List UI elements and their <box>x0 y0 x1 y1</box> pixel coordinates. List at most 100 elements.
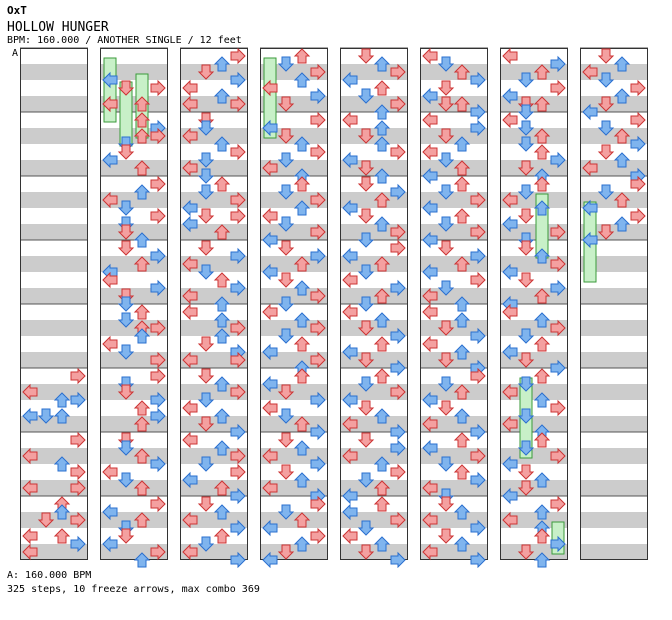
step-arrow <box>213 528 231 544</box>
step-arrow <box>453 136 471 152</box>
step-arrow <box>310 143 326 161</box>
step-arrow <box>310 455 326 473</box>
step-arrow <box>70 431 86 449</box>
beat-band <box>100 480 168 496</box>
step-arrow <box>102 503 118 521</box>
step-arrow <box>502 383 518 401</box>
step-arrow <box>422 287 438 305</box>
step-arrow <box>357 472 375 488</box>
step-arrow <box>150 367 166 385</box>
step-arrow <box>613 216 631 232</box>
step-arrow <box>357 544 375 560</box>
step-arrow <box>277 296 295 312</box>
step-arrow <box>470 447 486 465</box>
step-arrow <box>182 199 198 217</box>
step-arrow <box>213 328 231 344</box>
step-arrow <box>342 71 358 89</box>
step-arrow <box>550 279 566 297</box>
step-arrow <box>582 103 598 121</box>
step-arrow <box>390 223 406 241</box>
step-arrow <box>213 296 231 312</box>
step-arrow <box>597 96 615 112</box>
step-arrow <box>390 463 406 481</box>
step-arrow <box>373 168 391 184</box>
step-arrow <box>342 343 358 361</box>
step-arrow <box>117 384 135 400</box>
step-arrow <box>470 223 486 241</box>
step-arrow <box>70 463 86 481</box>
step-arrow <box>182 399 198 417</box>
column-border <box>500 48 568 560</box>
step-arrow <box>373 56 391 72</box>
step-arrow <box>53 528 71 544</box>
step-arrow <box>293 440 311 456</box>
step-arrow <box>453 384 471 400</box>
column-border <box>260 48 328 560</box>
step-arrow <box>310 351 326 369</box>
step-arrow <box>502 487 518 505</box>
step-arrow <box>517 136 535 152</box>
step-arrow <box>213 408 231 424</box>
step-arrow <box>310 391 326 409</box>
step-arrow <box>37 408 55 424</box>
beat-band <box>580 480 648 496</box>
step-arrow <box>230 247 246 265</box>
step-arrow <box>182 431 198 449</box>
step-arrow <box>213 56 231 72</box>
step-arrow <box>357 296 375 312</box>
beat-band <box>20 160 88 176</box>
step-arrow <box>550 79 566 97</box>
step-arrow <box>150 175 166 193</box>
step-arrow <box>470 271 486 289</box>
step-arrow <box>293 512 311 528</box>
step-arrow <box>133 184 151 200</box>
step-arrow <box>470 423 486 441</box>
step-arrow <box>422 231 438 249</box>
step-arrow <box>213 88 231 104</box>
step-arrow <box>197 168 215 184</box>
freeze-arrow <box>103 57 117 123</box>
step-arrow <box>53 504 71 520</box>
step-arrow <box>133 552 151 568</box>
step-arrow <box>517 544 535 560</box>
beat-band <box>20 352 88 368</box>
step-arrow <box>357 232 375 248</box>
step-arrow <box>550 447 566 465</box>
step-arrow <box>373 312 391 328</box>
step-arrow <box>422 439 438 457</box>
step-arrow <box>357 264 375 280</box>
beat-band <box>580 384 648 400</box>
step-arrow <box>230 463 246 481</box>
step-arrow <box>550 55 566 73</box>
step-arrow <box>502 215 518 233</box>
step-arrow <box>102 95 118 113</box>
step-arrow <box>517 104 535 120</box>
step-arrow <box>22 447 38 465</box>
step-arrow <box>422 335 438 353</box>
step-arrow <box>342 199 358 217</box>
step-arrow <box>230 207 246 225</box>
step-arrow <box>182 511 198 529</box>
step-arrow <box>342 391 358 409</box>
step-arrow <box>197 416 215 432</box>
beat-band <box>580 256 648 272</box>
step-arrow <box>630 135 646 153</box>
step-arrow <box>133 128 151 144</box>
step-arrow <box>133 256 151 272</box>
step-arrow <box>390 359 406 377</box>
step-arrow <box>293 176 311 192</box>
step-arrow <box>182 95 198 113</box>
column-border <box>580 48 648 560</box>
step-arrow <box>357 432 375 448</box>
step-arrow <box>437 400 455 416</box>
step-arrow <box>437 352 455 368</box>
step-arrow <box>230 551 246 568</box>
beat-band <box>580 288 648 304</box>
step-arrow <box>150 455 166 473</box>
step-arrow <box>533 64 551 80</box>
step-arrow <box>293 256 311 272</box>
step-arrow <box>182 543 198 561</box>
step-arrow <box>373 192 391 208</box>
step-arrow <box>53 392 71 408</box>
step-arrow <box>310 287 326 305</box>
